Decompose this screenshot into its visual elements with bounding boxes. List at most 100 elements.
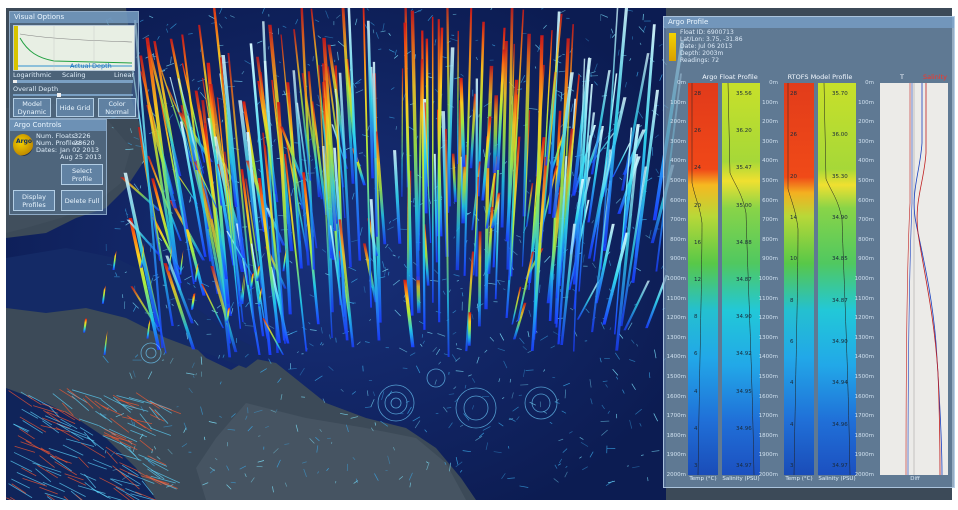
profile-value-mark: 12: [694, 277, 701, 283]
scale-label-scaling: Scaling: [62, 71, 86, 79]
depth-tick: 900m: [848, 256, 874, 262]
depth-tick: 1100m: [660, 296, 686, 302]
footer-model-salinity: Salinity (PSU): [816, 476, 858, 482]
depth-tick: 1600m: [848, 394, 874, 400]
profile-value-mark: 35.47: [736, 165, 752, 171]
depth-axis-right: 0m 100m 200m 300m 400m 500m 600m 700m 800m 900m 10…: [852, 83, 880, 475]
profile-value-mark: 34.87: [736, 277, 752, 283]
profile-date: Date: Jul 06 2013: [680, 43, 743, 50]
profile-value-mark: 34.95: [736, 389, 752, 395]
depth-tick: 1000m: [752, 276, 778, 282]
depth-tick: 700m: [848, 217, 874, 223]
argo-profile-title: Argo Profile: [664, 17, 954, 28]
profile-value-mark: 16: [694, 240, 701, 246]
profile-value-mark: 24: [694, 165, 701, 171]
depth-tick: 1100m: [752, 296, 778, 302]
profile-value-mark: 10: [790, 256, 797, 262]
depth-tick: 1300m: [848, 335, 874, 341]
profile-value-mark: 34.90: [832, 339, 848, 345]
depth-tick: 100m: [660, 100, 686, 106]
depth-tick: 800m: [660, 237, 686, 243]
chart-legend-actual: Actual: [70, 62, 90, 70]
depth-tick: 1000m: [848, 276, 874, 282]
depth-tick: 0m: [848, 80, 874, 86]
depth-tick: 900m: [752, 256, 778, 262]
depth-tick: 300m: [848, 139, 874, 145]
depth-tick: 400m: [848, 158, 874, 164]
profile-value-mark: 36.00: [832, 132, 848, 138]
hide-grid-button[interactable]: Hide Grid: [56, 98, 94, 117]
depth-tick: 1800m: [848, 433, 874, 439]
profile-value-mark: 6: [790, 339, 794, 345]
model-dynamic-button[interactable]: Model Dynamic: [13, 98, 51, 117]
dates-label: Dates:: [36, 146, 57, 154]
select-profile-button[interactable]: Select Profile: [61, 164, 103, 185]
depth-axis-mid: 0m 100m 200m 300m 400m 500m 600m 700m 800m 900m 10…: [756, 83, 784, 475]
profile-value-mark: 28: [790, 91, 797, 97]
depth-tick: 1500m: [660, 374, 686, 380]
depth-tick: 500m: [752, 178, 778, 184]
depth-tick: 900m: [660, 256, 686, 262]
argo-logo-text: Argo: [16, 138, 32, 145]
depth-tick: 1900m: [848, 452, 874, 458]
depth-tick: 500m: [660, 178, 686, 184]
footer-argo-salinity: Salinity (PSU): [720, 476, 762, 482]
profile-value-mark: 34.90: [736, 314, 752, 320]
scale-slider[interactable]: [13, 80, 133, 83]
overall-depth-slider[interactable]: [13, 94, 133, 96]
profile-value-mark: 4: [790, 380, 794, 386]
visual-options-title: Visual Options: [10, 12, 138, 23]
argo-controls-title: Argo Controls: [10, 120, 106, 131]
scale-slider-handle[interactable]: [13, 80, 17, 83]
profile-depth: Depth: 2003m: [680, 50, 743, 57]
profile-value-mark: 35.70: [832, 91, 848, 97]
depth-tick: 1300m: [660, 335, 686, 341]
profile-value-mark: 6: [694, 351, 698, 357]
footer-difference: Diff: [900, 476, 930, 482]
profile-value-mark: 34.92: [736, 351, 752, 357]
argo-logo: Argo: [13, 134, 33, 156]
overall-depth-label: Overall Depth: [13, 85, 58, 93]
depth-tick: 1700m: [660, 413, 686, 419]
color-normal-button[interactable]: Color Normal: [98, 98, 136, 117]
profile-readings: Readings: 72: [680, 57, 743, 64]
float-id: Float ID: 6900713: [680, 29, 743, 36]
profile-info: Float ID: 6900713 Lat/Lon: 3.75, -31.86 …: [680, 29, 743, 64]
depth-tick: 1600m: [752, 394, 778, 400]
depth-tick: 800m: [848, 237, 874, 243]
scale-label-logarithmic[interactable]: Logarithmic: [13, 71, 51, 79]
depth-tick: 200m: [848, 119, 874, 125]
profile-value-mark: 35.30: [832, 174, 848, 180]
footer-model-temp: Temp (°C): [782, 476, 816, 482]
profile-value-mark: 14: [790, 215, 797, 221]
profile-value-mark: 4: [790, 422, 794, 428]
profile-value-mark: 34.85: [832, 256, 848, 262]
depth-tick: 2000m: [660, 472, 686, 478]
depth-tick: 1300m: [752, 335, 778, 341]
depth-tick: 300m: [752, 139, 778, 145]
depth-tick: 1500m: [848, 374, 874, 380]
profile-value-mark: 34.88: [736, 240, 752, 246]
depth-tick: 1700m: [752, 413, 778, 419]
profile-value-mark: 3: [694, 463, 698, 469]
depth-scaling-chart[interactable]: Actual Depth: [13, 25, 135, 71]
difference-plot[interactable]: [880, 83, 948, 475]
profile-value-mark: 26: [790, 132, 797, 138]
depth-tick: 600m: [660, 198, 686, 204]
profile-value-mark: 4: [694, 389, 698, 395]
profile-value-mark: 34.96: [736, 426, 752, 432]
depth-tick: 1100m: [848, 296, 874, 302]
profile-value-mark: 20: [790, 174, 797, 180]
scale-label-linear[interactable]: Linear: [114, 71, 134, 79]
delete-full-button[interactable]: Delete Full: [61, 190, 103, 211]
display-profiles-button[interactable]: Display Profiles: [13, 190, 55, 211]
profile-value-mark: 35.00: [736, 203, 752, 209]
overall-depth-slider-handle[interactable]: [57, 93, 61, 97]
depth-tick: 100m: [752, 100, 778, 106]
depth-tick: 1200m: [752, 315, 778, 321]
depth-tick: 0m: [752, 80, 778, 86]
depth-tick: 1200m: [848, 315, 874, 321]
argo-profile-panel: Argo Profile Float ID: 6900713 Lat/Lon: …: [663, 16, 955, 488]
date-end-value[interactable]: Aug 25 2013: [60, 153, 102, 161]
depth-tick: 700m: [752, 217, 778, 223]
